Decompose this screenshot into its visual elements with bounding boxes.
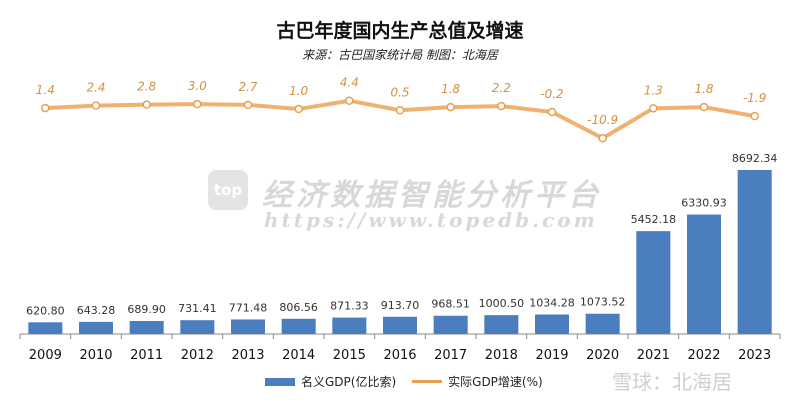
x-tick-label: 2020 <box>586 348 619 363</box>
bar-data-label: 1000.50 <box>479 297 525 310</box>
bar-data-label: 968.51 <box>431 298 470 311</box>
growth-point <box>91 101 101 110</box>
growth-point <box>547 107 557 117</box>
watermark-logo: top <box>208 170 248 210</box>
growth-point <box>395 106 405 115</box>
bar-data-label: 689.90 <box>127 303 166 316</box>
x-tick-label: 2021 <box>637 348 670 363</box>
bar <box>281 318 316 334</box>
growth-point <box>750 111 759 121</box>
x-tick-label: 2013 <box>231 348 264 363</box>
chart-subtitle: 来源：古巴国家统计局 制图：北海居 <box>302 48 498 62</box>
bar-data-label: 643.28 <box>77 304 116 317</box>
bar <box>332 317 367 334</box>
x-tick-label: 2016 <box>383 348 416 363</box>
bar-data-label: 771.48 <box>229 301 268 314</box>
growth-data-label: 2.8 <box>137 80 156 94</box>
x-tick-label: 2022 <box>687 348 720 363</box>
growth-data-label: 0.5 <box>390 85 409 99</box>
bar <box>28 322 63 334</box>
bar-data-label: 1073.52 <box>580 296 626 309</box>
growth-data-label: 2.4 <box>86 81 105 95</box>
growth-data-label: 1.8 <box>694 82 713 96</box>
growth-point <box>142 100 151 109</box>
growth-point <box>41 103 50 113</box>
growth-data-label: -0.2 <box>540 87 563 101</box>
bar-data-label: 913.70 <box>381 299 420 312</box>
watermark-url: https://www.topedb.com <box>264 208 598 232</box>
bar <box>79 321 113 334</box>
x-tick-label: 2009 <box>29 348 62 363</box>
x-tick-label: 2010 <box>79 348 112 363</box>
x-tick-label: 2015 <box>333 348 366 363</box>
growth-point <box>497 101 506 111</box>
bar <box>636 231 671 334</box>
bar-data-label: 1034.28 <box>529 296 575 309</box>
growth-point <box>446 102 455 112</box>
growth-point <box>649 104 658 113</box>
growth-data-label: 3.0 <box>188 79 207 93</box>
growth-point <box>598 133 607 143</box>
growth-point <box>294 104 303 114</box>
bar <box>180 320 215 334</box>
growth-point <box>193 99 202 109</box>
legend-swatch-line <box>412 380 443 383</box>
legend: 名义GDP(亿比索) 实际GDP增速(%) <box>265 373 543 390</box>
x-tick-label: 2014 <box>282 348 315 363</box>
x-tick-label: 2017 <box>434 348 467 363</box>
x-tick-label: 2023 <box>738 348 771 363</box>
bar <box>231 319 265 334</box>
bar-data-label: 5452.18 <box>631 213 677 226</box>
bar-data-label: 871.33 <box>330 300 369 313</box>
growth-data-label: 1.3 <box>644 83 663 97</box>
bar <box>484 315 519 334</box>
growth-point <box>699 102 709 112</box>
watermark-platform: 经济数据智能分析平台 <box>262 178 602 213</box>
x-tick-label: 2012 <box>181 348 214 363</box>
bar <box>687 214 721 334</box>
x-tick-label: 2011 <box>130 348 163 363</box>
bar <box>383 316 417 334</box>
growth-data-label: 4.4 <box>340 76 359 90</box>
growth-data-label: 1.0 <box>289 84 308 98</box>
bar <box>129 320 164 334</box>
legend-swatch-bar <box>265 377 295 386</box>
bar <box>433 315 468 334</box>
watermark-xueqiu: 雪球：北海居 <box>612 370 732 394</box>
bar <box>535 314 569 334</box>
bar-data-label: 806.56 <box>279 301 318 314</box>
growth-data-label: -10.9 <box>587 113 618 127</box>
growth-data-label: 1.8 <box>441 82 460 96</box>
bar <box>737 170 772 334</box>
legend-label-growth: 实际GDP增速(%) <box>448 375 543 389</box>
growth-data-label: 1.4 <box>36 83 55 97</box>
growth-data-label: 2.7 <box>238 80 257 94</box>
x-tick-label: 2019 <box>535 348 568 363</box>
growth-point <box>345 96 354 105</box>
bar <box>585 313 620 334</box>
chart-title: 古巴年度国内生产总值及增速 <box>276 20 524 42</box>
growth-point <box>243 100 253 110</box>
legend-label-gdp: 名义GDP(亿比索) <box>301 375 397 389</box>
bar-data-label: 731.41 <box>178 302 217 315</box>
x-tick-label: 2018 <box>485 348 518 363</box>
bar-data-label: 8692.34 <box>732 152 778 165</box>
bar-data-label: 620.80 <box>26 304 65 317</box>
bar-data-label: 6330.93 <box>681 197 727 210</box>
growth-data-label: 2.2 <box>492 81 511 95</box>
growth-data-label: -1.9 <box>743 91 766 105</box>
